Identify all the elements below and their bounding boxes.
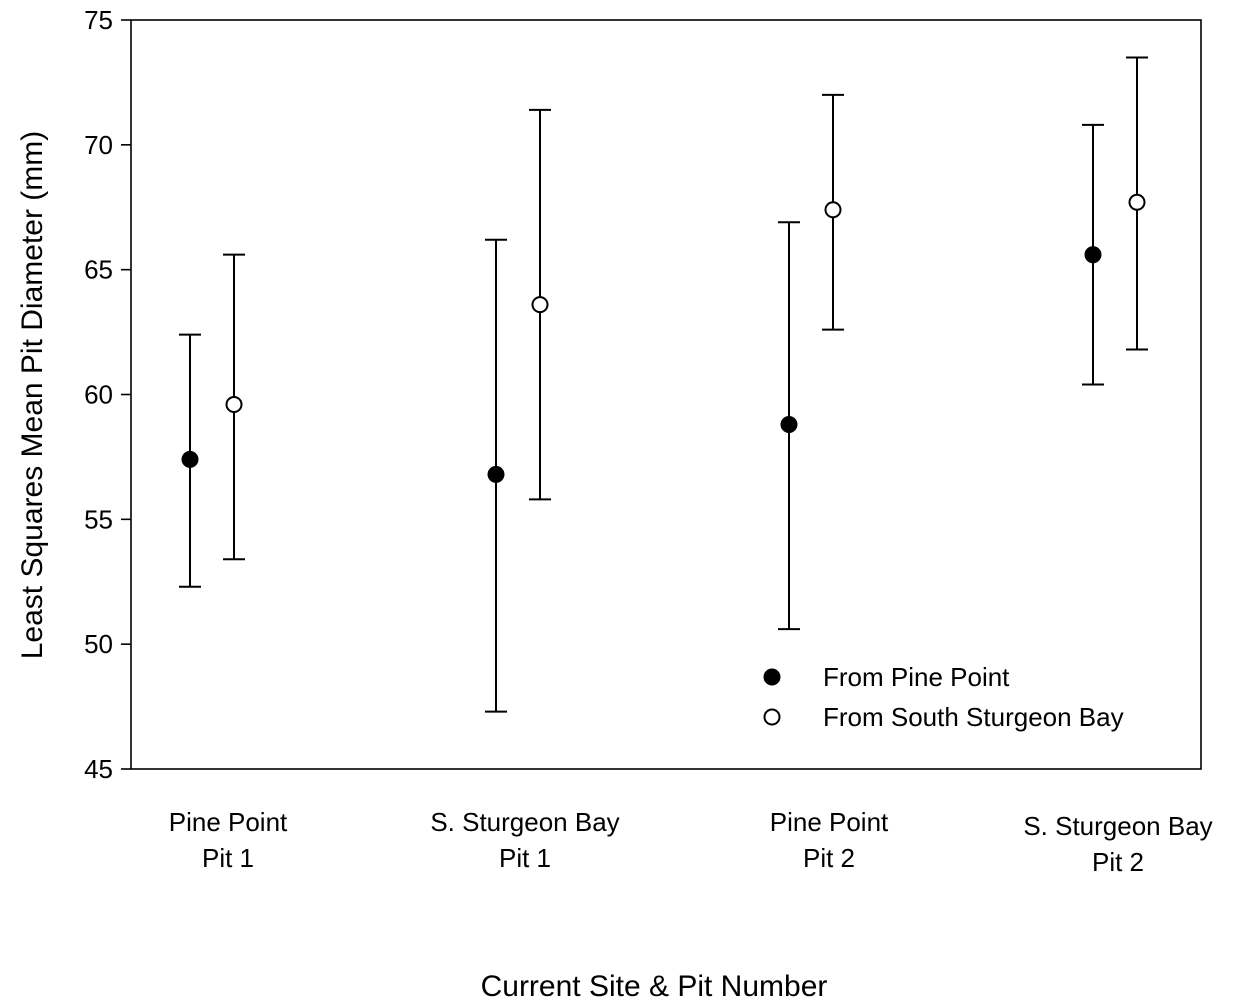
data-point: [780, 415, 798, 433]
data-point: [487, 465, 505, 483]
data-point: [1128, 193, 1146, 211]
x-axis-label: Current Site & Pit Number: [481, 970, 828, 1003]
y-tick-label: 65: [84, 255, 113, 285]
x-tick-label: S. Sturgeon Bay: [430, 807, 619, 837]
y-tick-label: 70: [84, 130, 113, 160]
x-tick-label: Pit 1: [202, 843, 254, 873]
x-tick-label: Pine Point: [169, 807, 288, 837]
data-point: [1084, 246, 1102, 264]
x-axis: Pine Point Pit 1 S. Sturgeon Bay Pit 1 Pine …: [169, 807, 1213, 877]
x-tick-label: Pine Point: [770, 807, 889, 837]
legend-label: From Pine Point: [823, 662, 1010, 692]
y-axis: 45 50 55 60 65 70 75: [84, 5, 131, 784]
y-axis-label: Least Squares Mean Pit Diameter (mm): [16, 131, 49, 660]
plot-frame: [130, 19, 1202, 770]
data-point: [181, 450, 199, 468]
x-tick-label: Pit 2: [1092, 847, 1144, 877]
legend-marker: [763, 708, 781, 726]
y-tick-label: 50: [84, 629, 113, 659]
y-tick-label: 75: [84, 5, 113, 35]
y-tick-label: 45: [84, 754, 113, 784]
y-tick-label: 60: [84, 380, 113, 410]
data-point: [225, 395, 243, 413]
series-layer: [179, 56, 1148, 713]
data-point: [824, 201, 842, 219]
series-from-south-sturgeon-bay: [223, 56, 1148, 561]
data-point: [531, 296, 549, 314]
y-tick-label: 55: [84, 504, 113, 534]
x-tick-label: Pit 1: [499, 843, 551, 873]
legend-label: From South Sturgeon Bay: [823, 702, 1124, 732]
x-tick-label: Pit 2: [803, 843, 855, 873]
x-tick-label: S. Sturgeon Bay: [1023, 811, 1212, 841]
series-from-pine-point: [179, 123, 1104, 713]
legend-marker: [763, 668, 781, 686]
legend: From Pine Point From South Sturgeon Bay: [763, 662, 1124, 732]
